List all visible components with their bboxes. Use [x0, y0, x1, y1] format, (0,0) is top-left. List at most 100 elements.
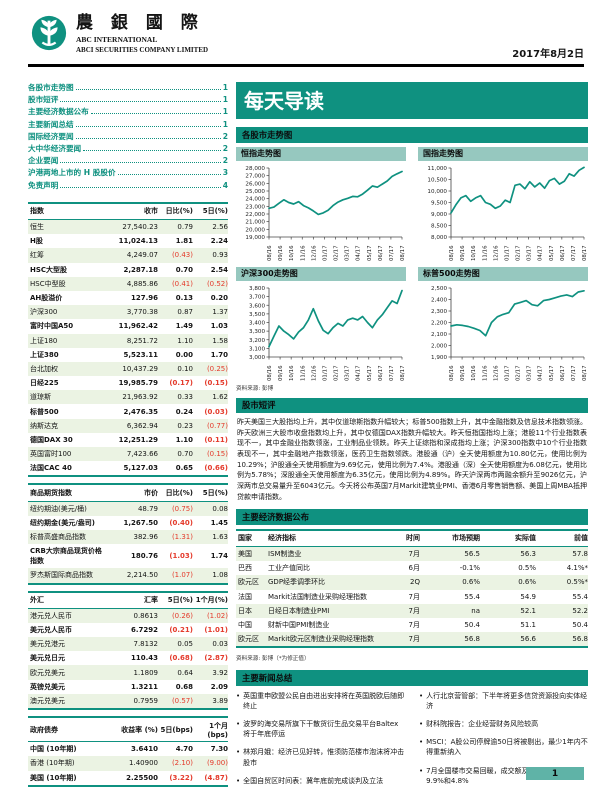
- svg-text:06/17: 06/17: [560, 365, 566, 381]
- svg-text:11/16: 11/16: [300, 364, 306, 380]
- svg-text:03/17: 03/17: [345, 245, 351, 261]
- table-row: AH股溢价 127.96 0.13 0.20: [30, 294, 228, 303]
- brand-block: 農 銀 國 際 ABC INTERNATIONAL ABCI SECURITIE…: [30, 14, 584, 54]
- svg-text:05/17: 05/17: [549, 245, 555, 261]
- table-header-row: 国家 经济指标 时间 市场预期 实际值 前值: [236, 528, 588, 547]
- svg-text:12/16: 12/16: [311, 364, 317, 380]
- svg-text:10,000: 10,000: [427, 189, 447, 195]
- svg-text:12/16: 12/16: [493, 364, 499, 380]
- svg-text:10/16: 10/16: [289, 364, 295, 380]
- svg-text:2,100: 2,100: [431, 332, 447, 338]
- svg-text:10/16: 10/16: [471, 244, 477, 260]
- news-item: • 林郑月娥：经济已见好转，惟须防范楼市泡沫将冲击股市: [236, 748, 405, 767]
- svg-text:02/17: 02/17: [516, 245, 522, 261]
- toc-item[interactable]: 主要经济数据公布 1: [28, 107, 228, 117]
- toc-item[interactable]: 国际经济要闻 2: [28, 131, 228, 141]
- toc-item[interactable]: 沪港两地上市的 H 股股价 3: [28, 168, 228, 178]
- svg-text:26,000: 26,000: [245, 181, 265, 187]
- table-row: 欧元区 Markit欧元区制造业采购经理指数 7月 56.8 56.6 56.8: [236, 632, 588, 647]
- svg-text:09/16: 09/16: [460, 364, 466, 380]
- page-number-badge: 1: [526, 767, 584, 780]
- table-row: 罗杰斯国际商品指数 2,214.50 (1.07) 1.08: [28, 568, 228, 583]
- table-row: 美元兑港元 7.8132 0.05 0.03: [28, 637, 228, 652]
- table-row: HSC大型股 2,287.18 0.70 2.54: [30, 265, 228, 274]
- econ-source-note: 资料来源: 彭博（*为修正值）: [236, 656, 310, 663]
- left-column: 各股市走势图 1 股市短评 1 主要经济数据公布 1 主要新闻总结 1 国际经济要闻 2 大中华经济…: [28, 82, 228, 792]
- table-header-row: 政府债券 收益率 (%) 5日(bps) 1个月(bps): [28, 716, 228, 743]
- daily-digest-banner: 每天导读: [236, 82, 588, 119]
- toc-item[interactable]: 股市短评 1: [28, 95, 228, 105]
- toc-item[interactable]: 各股市走势图 1: [28, 83, 228, 92]
- table-row: 台北加权 10,437.29 0.10 (0.25): [28, 361, 228, 377]
- table-row: CRB大宗商品现货价格指数 180.76 (1.03) 1.74: [30, 547, 228, 566]
- news-summary: • 英国重申欧盟公民自由进出安排将在英国脱欧后随即终止 • 波罗的海交易所旗下干散货衍…: [236, 691, 588, 792]
- table-of-contents: 各股市走势图 1 股市短评 1 主要经济数据公布 1 主要新闻总结 1 国际经济要闻 2 大中华经济…: [28, 82, 228, 192]
- index-table: 指数 收市 日比(%) 5日(%) 恒生 27,540.23 0.79 2.56 H股 11,02…: [28, 201, 228, 478]
- svg-text:12/16: 12/16: [311, 244, 317, 260]
- toc-item[interactable]: 免责声明 4: [28, 180, 228, 190]
- forex-table: 外汇 汇率 5日(%) 1个月(%) 港元兑人民币 0.8613 (0.26) (1.02) 美…: [28, 590, 228, 711]
- svg-text:06/17: 06/17: [560, 245, 566, 261]
- toc-item[interactable]: 主要新闻总结 1: [28, 119, 228, 129]
- line-chart: 3,000 3,100 3,200 3,300 3,400 3,500 3,600 3,700…: [249, 286, 406, 381]
- table-row: 中国 财新中国PMI制造业 7月 50.4 51.1 50.4: [238, 621, 588, 629]
- svg-text:3,000: 3,000: [249, 355, 265, 361]
- table-row: 日经225 19,985.79 (0.17) (0.15): [30, 379, 228, 388]
- table-row: 德国DAX 30 12,251.29 1.10 (0.11): [30, 435, 228, 444]
- svg-text:1,900: 1,900: [431, 355, 447, 361]
- table-row: 红筹 4,249.07 (0.43) 0.93: [28, 248, 228, 263]
- svg-text:07/17: 07/17: [571, 365, 577, 381]
- svg-text:19,000: 19,000: [245, 235, 265, 241]
- svg-text:9,000: 9,000: [431, 212, 447, 218]
- table-row: 日本 日经日本制造业PMI 7月 na 52.1 52.2: [236, 603, 588, 618]
- chart-title: 标普500走势图: [418, 266, 588, 281]
- table-row: 欧元兑美元 1.1809 0.64 3.92: [28, 665, 228, 680]
- svg-text:08/17: 08/17: [400, 245, 406, 261]
- market-commentary: 昨天美国三大股指均上升，其中仅道琼斯指数升幅较大；标普500指数上升，其中金融指…: [237, 418, 587, 501]
- svg-text:01/17: 01/17: [322, 245, 328, 261]
- svg-text:11/16: 11/16: [482, 244, 488, 260]
- svg-text:07/17: 07/17: [571, 245, 577, 261]
- svg-text:3,500: 3,500: [249, 311, 265, 317]
- toc-item[interactable]: 企业要闻 2: [28, 156, 228, 166]
- svg-text:8,500: 8,500: [431, 223, 447, 229]
- svg-text:08/16: 08/16: [449, 364, 455, 380]
- table-row: 恒生 27,540.23 0.79 2.56: [28, 220, 228, 235]
- svg-text:08/17: 08/17: [582, 365, 588, 381]
- brand-company-en: ABCI SECURITIES COMPANY LIMITED: [76, 45, 209, 54]
- svg-text:04/17: 04/17: [356, 245, 362, 261]
- svg-text:08/16: 08/16: [267, 364, 273, 380]
- svg-text:09/16: 09/16: [460, 244, 466, 260]
- svg-text:05/17: 05/17: [549, 365, 555, 381]
- svg-text:2,300: 2,300: [431, 309, 447, 315]
- svg-text:10/16: 10/16: [289, 244, 295, 260]
- table-row: 上证180 8,251.72 1.10 1.58: [28, 333, 228, 348]
- chart-hsi: 恒指走势图 19,000 20,000 21,000 22,000 23,000 24,00…: [236, 146, 406, 263]
- news-item: • 全国自贸区时间表：冀年底前完成谈判及立法: [236, 776, 384, 785]
- table-header-row: 外汇 汇率 5日(%) 1个月(%): [28, 590, 228, 609]
- svg-text:2,400: 2,400: [431, 297, 447, 303]
- table-row: 港元兑人民币 0.8613 (0.26) (1.02): [28, 608, 228, 623]
- report-header: 農 銀 國 際 ABC INTERNATIONAL ABCI SECURITIE…: [30, 14, 584, 60]
- economic-data-table: 国家 经济指标 时间 市场预期 实际值 前值 美国 ISM制造业 7月 56.5 56.3 57.8 巴…: [236, 528, 588, 649]
- table-row: 中国 (10年期) 3.6410 4.70 7.30: [30, 745, 228, 754]
- econ-section-title: 主要经济数据公布: [236, 509, 588, 525]
- line-chart: 8,000 8,500 9,000 9,500 10,000 10,500 11,000 08…: [427, 166, 588, 261]
- table-row: 纽约期金(美元/盎司) 1,267.50 (0.40) 1.45: [30, 518, 228, 527]
- charts-section-title: 各股市走势图: [236, 127, 588, 143]
- svg-text:3,600: 3,600: [249, 303, 265, 309]
- table-row: 美元兑日元 110.43 (0.68) (2.87): [30, 654, 228, 663]
- svg-text:8,000: 8,000: [431, 235, 447, 241]
- svg-text:05/17: 05/17: [367, 365, 373, 381]
- svg-text:03/17: 03/17: [345, 365, 351, 381]
- main-column: 每天导读 各股市走势图 恒指走势图 19,000 20,000 21,000 22,00…: [236, 82, 588, 792]
- svg-text:06/17: 06/17: [378, 365, 384, 381]
- svg-text:10/16: 10/16: [471, 364, 477, 380]
- svg-text:3,200: 3,200: [249, 337, 265, 343]
- toc-item[interactable]: 大中华经济要闻 2: [28, 144, 228, 154]
- svg-text:21,000: 21,000: [245, 219, 265, 225]
- svg-text:3,800: 3,800: [249, 286, 265, 292]
- svg-text:24,000: 24,000: [245, 196, 265, 202]
- table-row: HSC中型股 4,885.86 (0.41) (0.52): [28, 276, 228, 291]
